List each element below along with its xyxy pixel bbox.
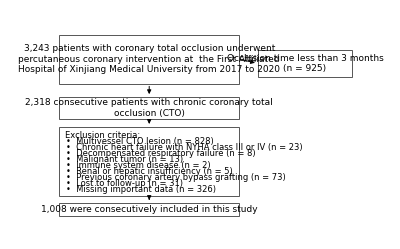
Text: 2,318 consecutive patients with chronic coronary total
occlusion (CTO): 2,318 consecutive patients with chronic … (25, 98, 273, 118)
Bar (258, 50, 352, 77)
Text: •  Chronic heart failure with NYHA class III or IV (n = 23): • Chronic heart failure with NYHA class … (66, 143, 303, 152)
Text: •  Missing important data (n = 326): • Missing important data (n = 326) (66, 185, 216, 194)
Text: •  Immune system disease (n = 2): • Immune system disease (n = 2) (66, 161, 211, 170)
Text: •  Multivessel CTO lesion (n = 828): • Multivessel CTO lesion (n = 828) (66, 137, 214, 146)
Text: •  Previous coronary artery bypass grafting (n = 73): • Previous coronary artery bypass grafti… (66, 173, 286, 182)
Text: •  Renal or hepatic insufficiency (n = 5): • Renal or hepatic insufficiency (n = 5) (66, 167, 233, 176)
Text: Exclusion criteria:: Exclusion criteria: (65, 131, 140, 140)
Text: •  Lost to follow-up (n = 31): • Lost to follow-up (n = 31) (66, 179, 184, 188)
Text: Occlusion time less than 3 months
(n = 925): Occlusion time less than 3 months (n = 9… (227, 54, 383, 73)
Bar (59, 35, 239, 84)
Text: 1,008 were consecutively included in this study: 1,008 were consecutively included in thi… (41, 205, 258, 214)
Bar (59, 97, 239, 119)
Text: 3,243 patients with coronary total occlusion underwent
percutaneous coronary int: 3,243 patients with coronary total occlu… (18, 44, 280, 74)
Bar (59, 203, 239, 216)
Text: •  Malignant tumor (n = 13): • Malignant tumor (n = 13) (66, 155, 184, 164)
Bar (59, 127, 239, 196)
Text: •  Decompensated respiratory failure (n = 8): • Decompensated respiratory failure (n =… (66, 149, 256, 158)
